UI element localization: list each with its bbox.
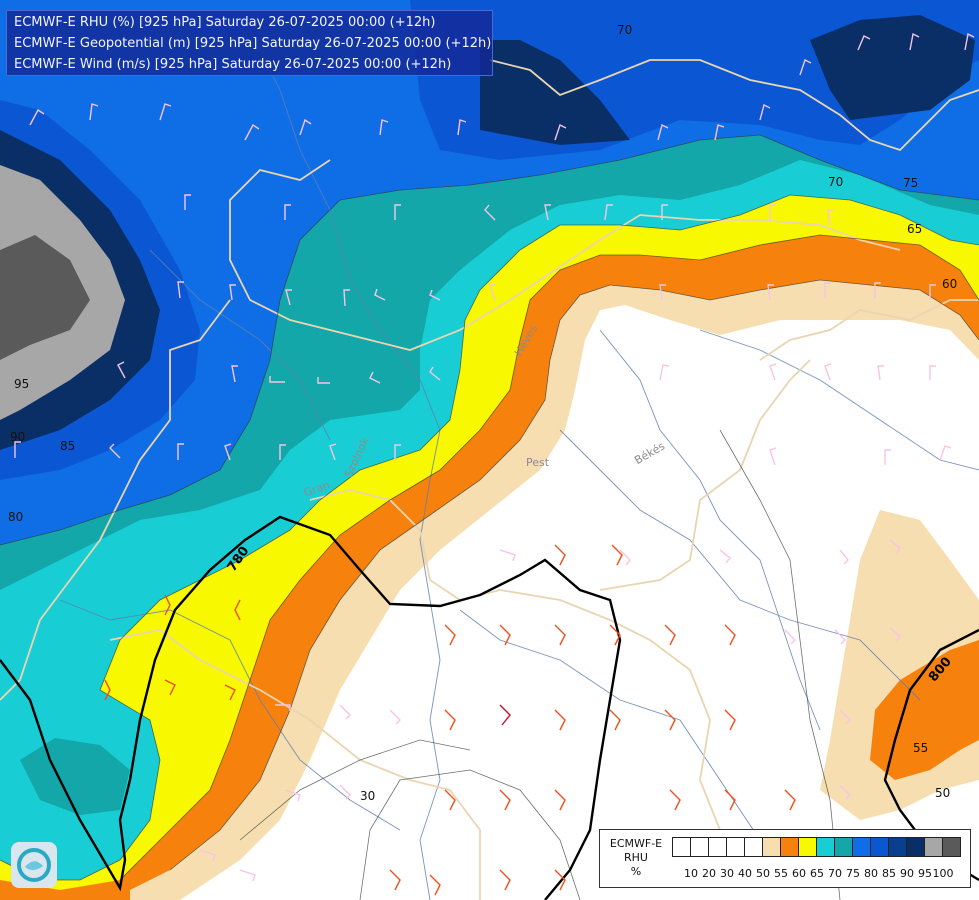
country-border-central (0, 299, 231, 701)
legend-swatch (708, 837, 727, 857)
river-layer (59, 29, 979, 900)
rh-label: 65 (907, 222, 922, 236)
legend-tick-label: 60 (792, 867, 806, 880)
legend-tick-label: 65 (810, 867, 824, 880)
rh-label: 30 (360, 789, 375, 803)
legend-tick-label: 50 (756, 867, 770, 880)
title-line-wind: ECMWF-E Wind (m/s) [925 hPa] Saturday 26… (14, 57, 452, 72)
legend-swatch (726, 837, 745, 857)
rhu-band-50 (180, 305, 979, 900)
legend-swatch (906, 837, 925, 857)
rh-label: 50 (935, 786, 950, 800)
legend-tick-label: 90 (900, 867, 914, 880)
place-label: Pest (526, 456, 550, 469)
provider-logo-icon (11, 842, 57, 888)
legend-swatch (762, 837, 781, 857)
rh-label: 75 (903, 176, 918, 190)
rhu-east-band-60 (870, 640, 979, 780)
legend-swatch (672, 837, 691, 857)
legend-swatches (672, 837, 961, 857)
legend-swatch (690, 837, 709, 857)
legend-swatch (744, 837, 763, 857)
legend-tick-label: 40 (738, 867, 752, 880)
legend-tick-label: 30 (720, 867, 734, 880)
geopotential-780 (0, 515, 622, 900)
legend-swatch (924, 837, 943, 857)
rh-label: 85 (60, 439, 75, 453)
legend-tick-label: 80 (864, 867, 878, 880)
country-border-south-east (599, 359, 811, 591)
legend-swatch (798, 837, 817, 857)
legend-swatch (870, 837, 889, 857)
legend-tick-label: 55 (774, 867, 788, 880)
title-line-rhu: ECMWF-E RHU (%) [925 hPa] Saturday 26-07… (14, 15, 436, 30)
rhu-contour-layer (0, 134, 979, 900)
legend-tick-label: 100 (932, 867, 954, 880)
rh-label: 90 (10, 430, 25, 444)
country-border-west (229, 159, 901, 351)
rh-label: 55 (913, 741, 928, 755)
country-border-east (759, 299, 979, 361)
wind-barb-layer (14, 32, 975, 896)
legend-tick-label: 70 (828, 867, 842, 880)
rhu-contour-labels: 70 70 75 65 60 95 90 85 80 55 50 30 (8, 23, 957, 803)
rhu-west-grey-100 (0, 235, 90, 360)
legend-tick-label: 85 (882, 867, 896, 880)
legend-swatch (852, 837, 871, 857)
legend-tick-label: 10 (684, 867, 698, 880)
rhu-legend: ECMWF-E RHU % 10 20 30 40 50 55 60 65 70 75 80 85 90… (599, 829, 971, 888)
country-border-north (489, 59, 979, 152)
legend-title: ECMWF-E RHU % (609, 837, 663, 878)
map-title-box: ECMWF-E RHU (%) [925 hPa] Saturday 26-07… (6, 10, 493, 76)
rh-label: 80 (8, 510, 23, 524)
rh-label: 95 (14, 377, 29, 391)
rh-label: 60 (942, 277, 957, 291)
legend-swatch (942, 837, 961, 857)
border-layer (0, 59, 979, 900)
rh-label: 70 (828, 175, 843, 189)
title-line-geopotential: ECMWF-E Geopotential (m) [925 hPa] Satur… (14, 36, 492, 51)
legend-tick-label: 95 (918, 867, 932, 880)
rhu-southwest-band-75 (20, 738, 130, 815)
rh-label: 70 (617, 23, 632, 37)
rhu-north-band-90b (810, 15, 975, 120)
legend-ticks: 10 20 30 40 50 55 60 65 70 75 80 85 90 95 100 (672, 867, 962, 881)
country-border-southwest (109, 629, 481, 900)
legend-tick-label: 75 (846, 867, 860, 880)
legend-swatch (888, 837, 907, 857)
legend-swatch (816, 837, 835, 857)
legend-swatch (780, 837, 799, 857)
country-border-south (309, 489, 721, 881)
legend-swatch (834, 837, 853, 857)
legend-tick-label: 20 (702, 867, 716, 880)
